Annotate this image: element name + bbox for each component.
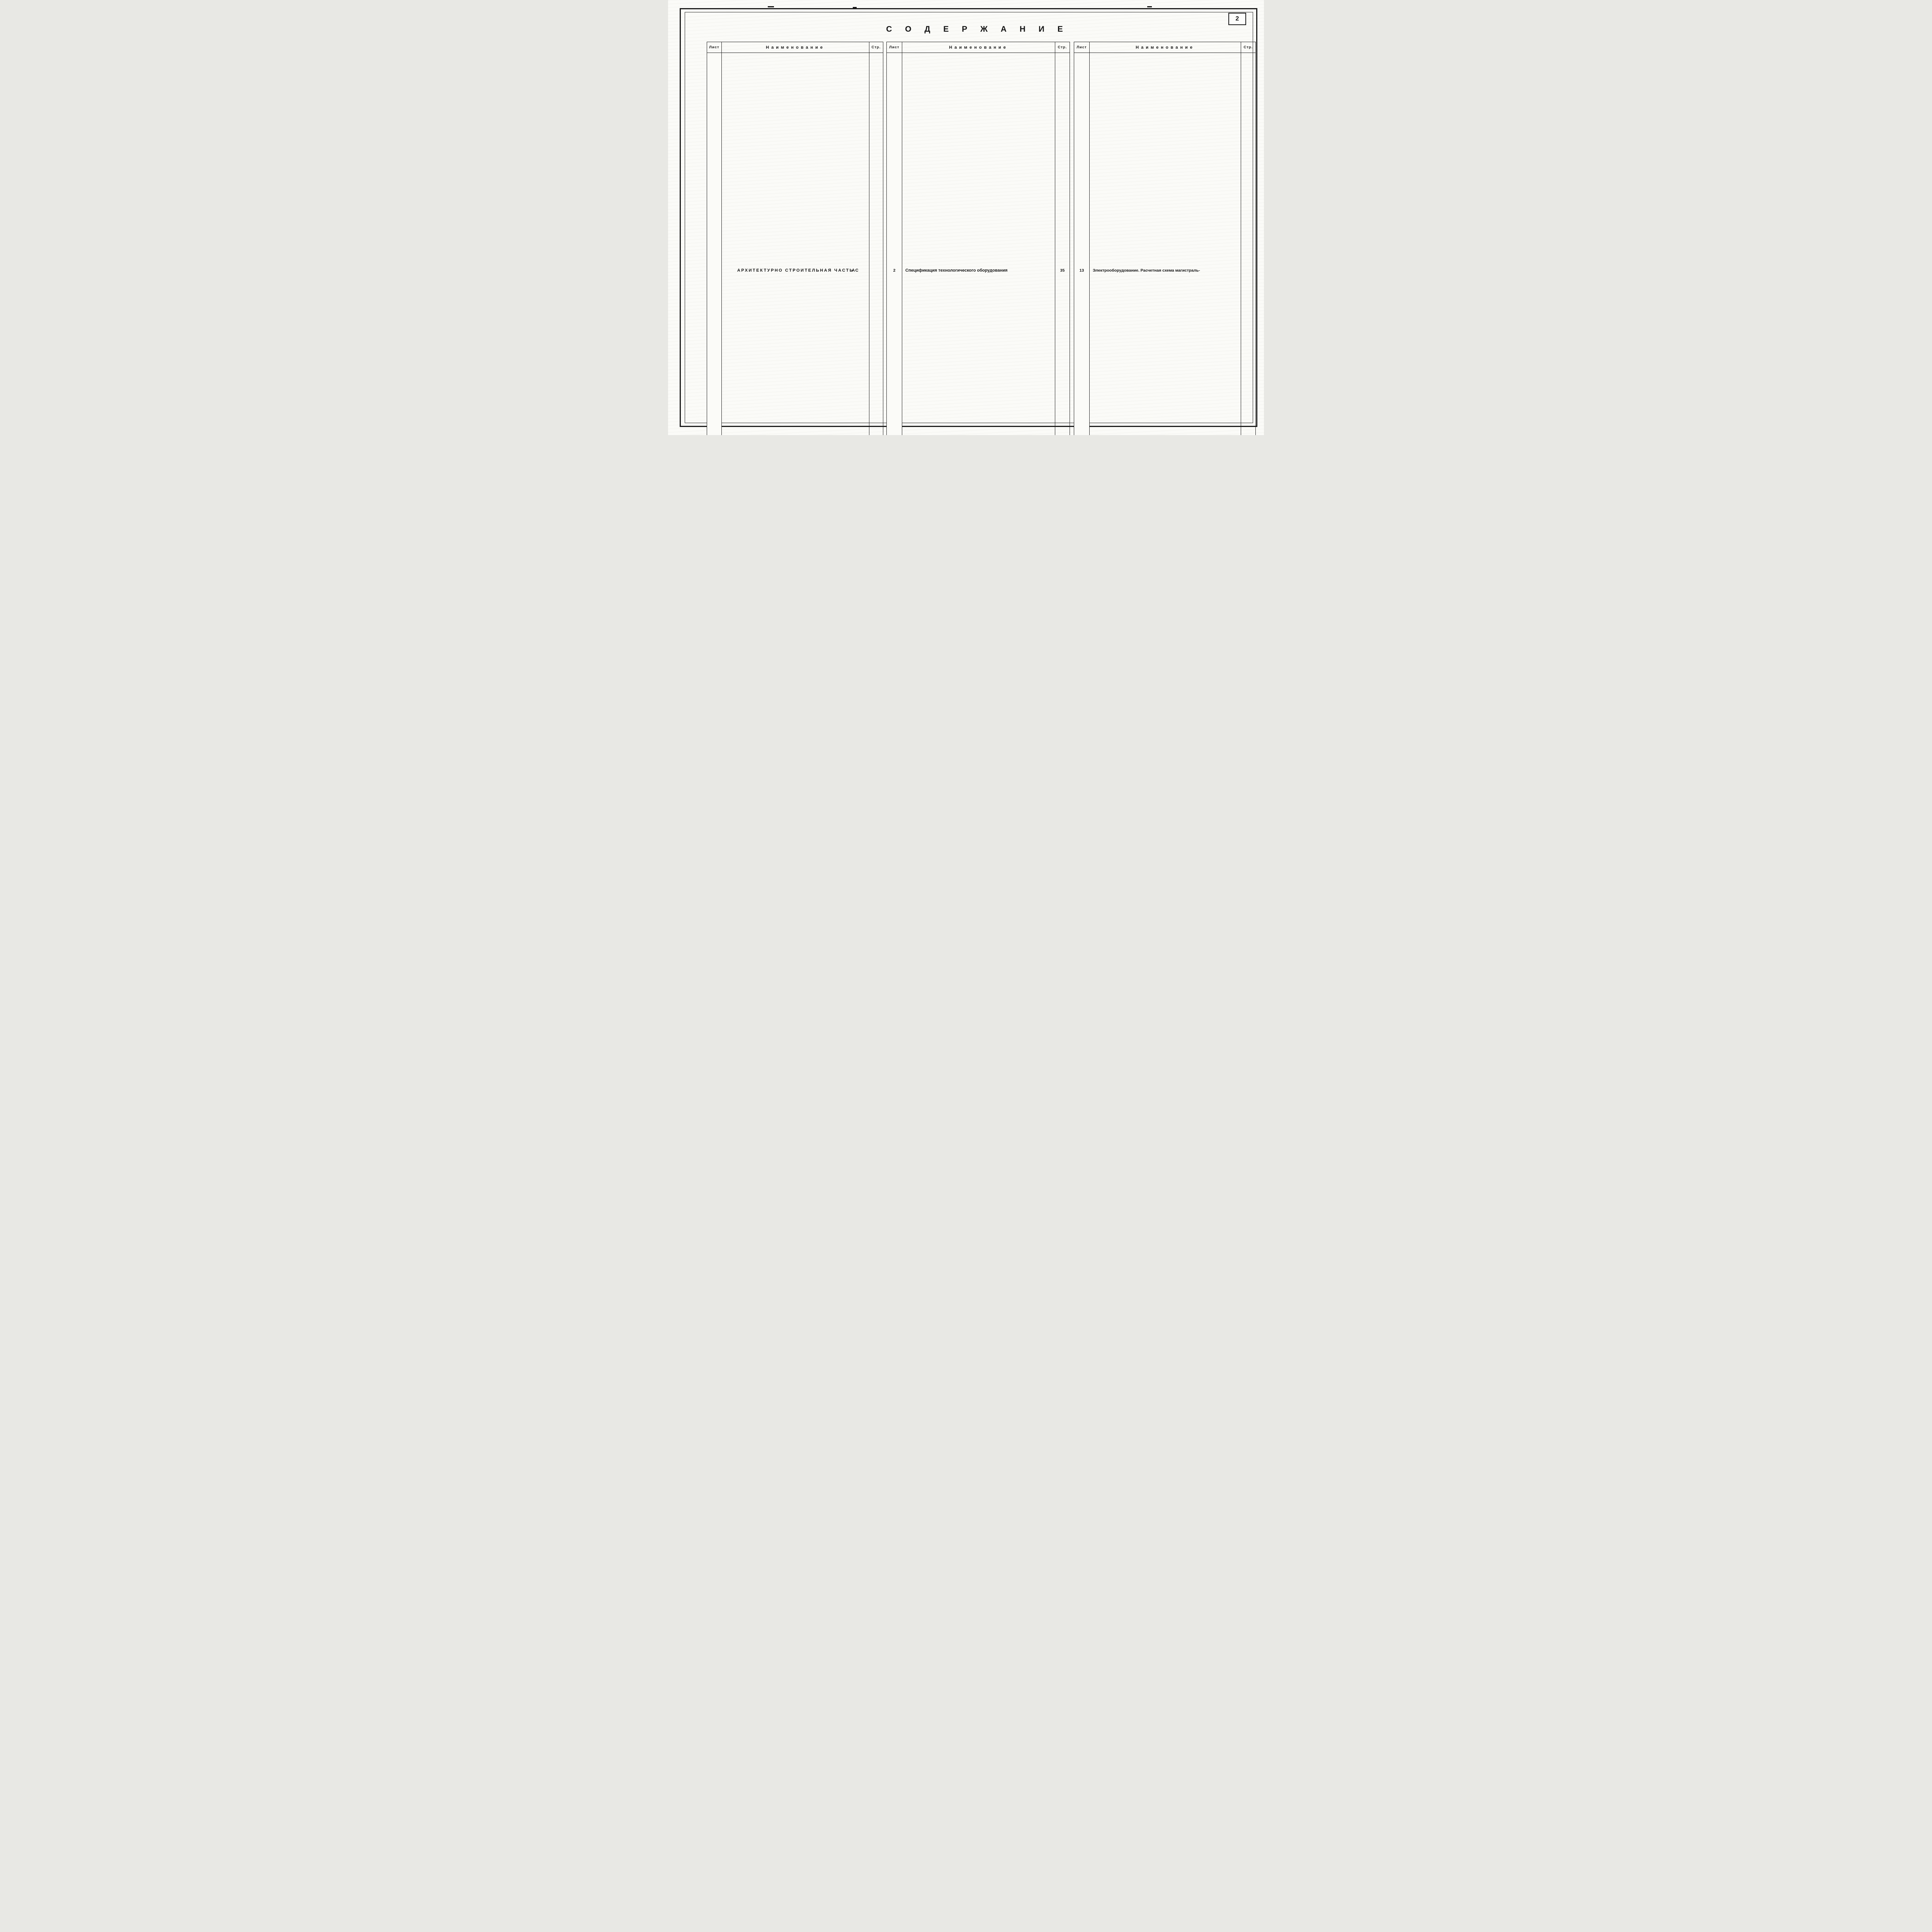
column-header-sheet: Лист (886, 42, 902, 53)
toc-header-row: Лист Наименование Стр. (1074, 42, 1256, 53)
name-cell: Электрооборудование. Расчетная схема маг… (1089, 53, 1241, 435)
column-header-page: Стр. (1241, 42, 1256, 53)
toc-row: 2 Спецификация технологического оборудова… (886, 53, 1070, 435)
toc-table: Лист Наименование Стр. АРХИТЕКТУРНО СТРО… (707, 42, 883, 435)
scan-mark (768, 6, 774, 7)
page-cell (1241, 53, 1256, 435)
toc-section-row: АРХИТЕКТУРНО СТРОИТЕЛЬНАЯ ЧАСТЬ АС (707, 53, 883, 435)
scan-mark (853, 7, 857, 8)
column-header-page: Стр. (869, 42, 883, 53)
toc-table-middle: Лист Наименование Стр. 2 Спецификация тех… (886, 42, 1070, 435)
toc-table-right: Лист Наименование Стр. 13 Электрооборудов… (1074, 42, 1256, 435)
column-header-name: Наименование (902, 42, 1055, 53)
toc-header-row: Лист Наименование Стр. (886, 42, 1070, 53)
sheet-number: 2 (1235, 15, 1239, 22)
column-header-name: Наименование (721, 42, 869, 53)
page-cell (869, 53, 883, 435)
toc-header-row: Лист Наименование Стр. (707, 42, 883, 53)
scan-mark (1147, 6, 1152, 7)
page-cell: 35 (1055, 53, 1070, 435)
sheet-cell: 13 (1074, 53, 1090, 435)
column-header-page: Стр. (1055, 42, 1070, 53)
section-code: АС (852, 268, 859, 273)
section-title: АРХИТЕКТУРНО СТРОИТЕЛЬНАЯ ЧАСТЬ АС (721, 53, 869, 435)
toc-row: 13 Электрооборудование. Расчетная схема м… (1074, 53, 1256, 435)
sheet-cell: 2 (886, 53, 902, 435)
column-header-sheet: Лист (1074, 42, 1090, 53)
page-title: С О Д Е Р Ж А Н И Е (886, 25, 1068, 34)
sheet-cell (707, 53, 722, 435)
column-header-sheet: Лист (707, 42, 722, 53)
scanned-toc-sheet: 2 С О Д Е Р Ж А Н И Е Лист Наименование … (668, 0, 1264, 435)
column-header-name: Наименование (1089, 42, 1241, 53)
toc-table: Лист Наименование Стр. 2 Спецификация тех… (886, 42, 1070, 435)
toc-table: Лист Наименование Стр. 13 Электрооборудов… (1074, 42, 1256, 435)
toc-table-left: Лист Наименование Стр. АРХИТЕКТУРНО СТРО… (707, 42, 883, 435)
name-cell: Спецификация технологического оборудован… (902, 53, 1055, 435)
sheet-number-box: 2 (1228, 13, 1246, 25)
